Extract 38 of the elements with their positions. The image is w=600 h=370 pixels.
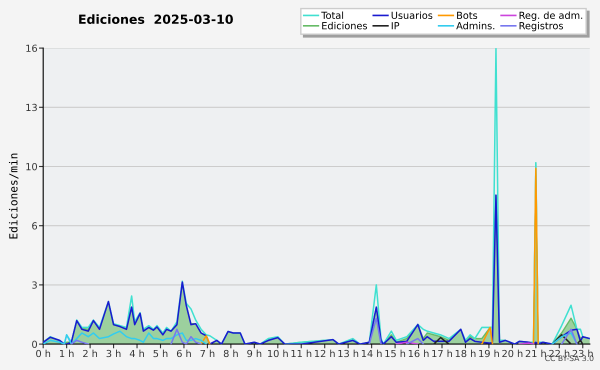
y-tick-label: 0	[32, 340, 37, 348]
x-tick-label: 5 h	[154, 350, 168, 358]
x-tick-label: 11 h	[292, 350, 312, 358]
y-tick-label: 3	[32, 281, 37, 289]
y-axis-title: Ediciones/min	[8, 154, 18, 239]
x-tick-label: 18 h	[456, 350, 476, 358]
x-tick-label: 3 h	[106, 350, 120, 358]
x-tick-label: 20 h	[502, 350, 522, 358]
x-tick-label: 8 h	[224, 350, 238, 358]
legend-label: Ediciones	[322, 22, 368, 30]
x-tick-label: 2 h	[83, 350, 98, 358]
x-tick-label: 4 h	[130, 350, 144, 358]
x-tick-label: 21 h	[526, 350, 546, 358]
legend-label: Total	[321, 11, 344, 20]
x-tick-label: 14 h	[362, 350, 382, 358]
x-tick-label: 12 h	[314, 350, 335, 358]
y-tick-label: 13	[26, 104, 37, 112]
x-tick-label: 9 h	[247, 350, 262, 358]
x-tick-label: 7 h	[200, 350, 214, 358]
chart-title: Ediciones 2025-03-10	[79, 14, 233, 24]
legend-label: Registros	[520, 22, 564, 32]
x-tick-label: 15 h	[385, 350, 406, 358]
legend-label: Admins.	[456, 22, 494, 30]
y-tick-label: 6	[32, 222, 38, 230]
x-tick-label: 13 h	[338, 350, 358, 358]
x-tick-label: 16 h	[408, 350, 429, 358]
x-tick-label: 10 h	[268, 350, 288, 358]
x-tick-label: 17 h	[432, 350, 452, 358]
y-tick-label: 16	[26, 44, 38, 52]
x-tick-label: 0 h	[36, 350, 50, 358]
legend-label: Reg. de adm.	[520, 11, 582, 21]
x-tick-label: 6 h	[176, 350, 191, 358]
x-tick-label: 19 h	[479, 350, 499, 358]
legend-label: Bots	[457, 12, 478, 20]
y-tick-label: 10	[26, 162, 37, 170]
x-tick-label: 1 h	[60, 350, 74, 358]
legend-label: IP	[392, 22, 400, 30]
legend-label: Usuarios	[392, 11, 432, 20]
